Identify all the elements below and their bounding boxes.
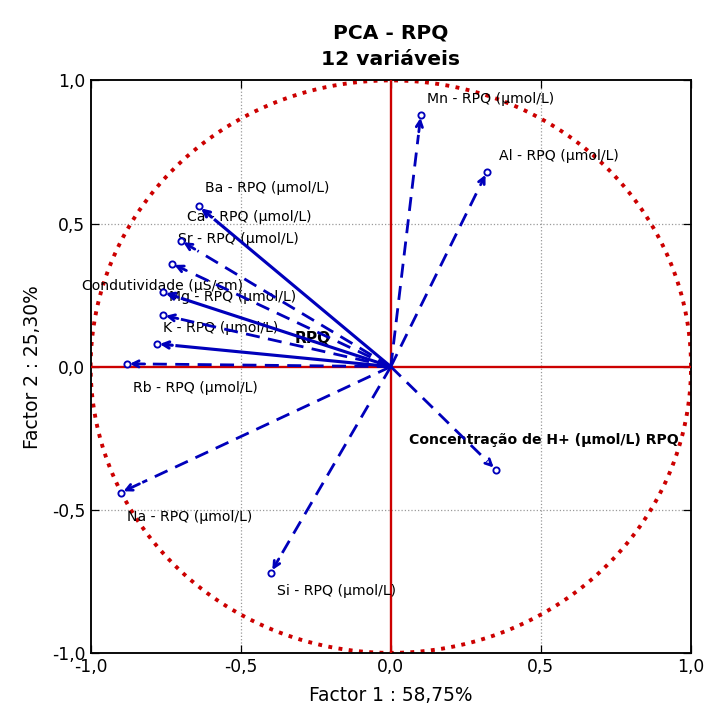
Text: Mn - RPQ (μmol/L): Mn - RPQ (μmol/L) bbox=[427, 92, 554, 106]
Title: PCA - RPQ
12 variáveis: PCA - RPQ 12 variáveis bbox=[321, 23, 460, 69]
Y-axis label: Factor 2 : 25,30%: Factor 2 : 25,30% bbox=[23, 285, 42, 448]
Text: Mg - RPQ (μmol/L): Mg - RPQ (μmol/L) bbox=[169, 290, 296, 304]
Text: Rb - RPQ (μmol/L): Rb - RPQ (μmol/L) bbox=[132, 381, 258, 395]
Text: Ba - RPQ (μmol/L): Ba - RPQ (μmol/L) bbox=[205, 181, 329, 195]
Text: Ca - RPQ (μmol/L): Ca - RPQ (μmol/L) bbox=[186, 210, 311, 223]
Text: Sr - RPQ (μmol/L): Sr - RPQ (μmol/L) bbox=[178, 232, 298, 246]
Text: RPQ: RPQ bbox=[295, 331, 331, 346]
Text: K - RPQ (μmol/L): K - RPQ (μmol/L) bbox=[162, 321, 278, 335]
Text: Al - RPQ (μmol/L): Al - RPQ (μmol/L) bbox=[499, 149, 619, 163]
Text: Na - RPQ (μmol/L): Na - RPQ (μmol/L) bbox=[127, 510, 252, 523]
Text: Si - RPQ (μmol/L): Si - RPQ (μmol/L) bbox=[277, 584, 396, 598]
Text: Condutividade (μS/cm): Condutividade (μS/cm) bbox=[82, 280, 242, 293]
Text: Concentração de H+ (μmol/L) RPQ: Concentração de H+ (μmol/L) RPQ bbox=[409, 432, 678, 447]
X-axis label: Factor 1 : 58,75%: Factor 1 : 58,75% bbox=[309, 686, 472, 705]
